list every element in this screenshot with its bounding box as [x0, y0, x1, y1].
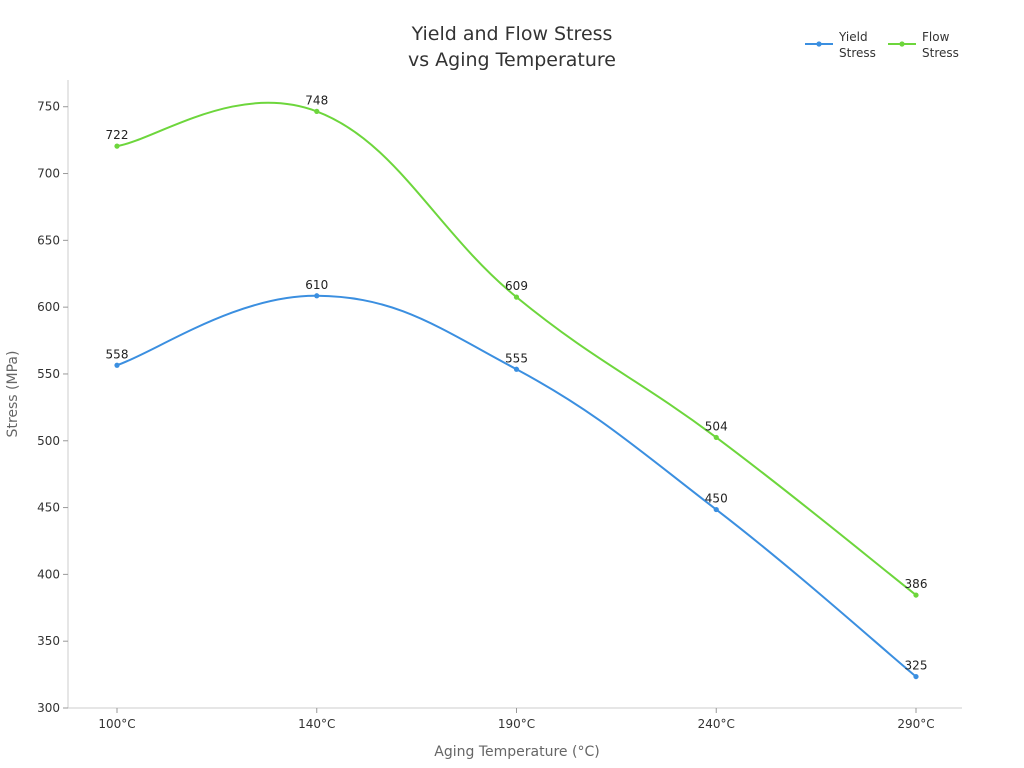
data-label: 610: [305, 278, 328, 292]
y-tick-label: 550: [37, 367, 60, 381]
data-label: 609: [505, 279, 528, 293]
y-tick-label: 650: [37, 233, 60, 247]
x-tick-label: 190°C: [498, 717, 535, 731]
data-point: [314, 293, 320, 299]
data-point: [114, 143, 120, 149]
data-point: [513, 366, 520, 372]
series-layer: [114, 101, 919, 680]
data-label: 722: [106, 128, 129, 142]
axes: [67, 80, 962, 709]
y-ticks: 300 350 400 450 500 550 600 650 700 750: [37, 100, 68, 715]
data-label: 555: [505, 351, 528, 365]
data-point: [913, 592, 919, 598]
series-line-1: [116, 101, 917, 596]
data-label: 748: [305, 93, 328, 107]
data-labels-layer: 558 610 555 450 325 722 748 609 504 386: [106, 93, 928, 672]
y-tick-label: 750: [37, 100, 60, 114]
data-point: [713, 434, 719, 441]
legend-label: Yield: [838, 30, 868, 44]
data-point: [513, 294, 520, 300]
y-tick-label: 350: [37, 634, 60, 648]
data-point: [913, 673, 919, 680]
legend-swatch-marker: [816, 41, 822, 47]
data-label: 386: [905, 577, 928, 591]
y-tick-label: 600: [37, 300, 60, 314]
x-tick-label: 290°C: [897, 717, 934, 731]
data-point: [314, 108, 320, 114]
y-tick-label: 450: [37, 501, 60, 515]
y-tick-label: 300: [37, 701, 60, 715]
x-ticks: 100°C 140°C 190°C 240°C 290°C: [98, 708, 935, 731]
legend-label: Flow: [922, 30, 950, 44]
legend-label: Stress: [839, 46, 876, 60]
y-tick-label: 400: [37, 567, 60, 581]
legend-label: Stress: [922, 46, 959, 60]
data-point: [713, 506, 719, 513]
y-tick-label: 500: [37, 434, 60, 448]
y-axis-title: Stress (MPa): [5, 351, 21, 438]
data-label: 558: [106, 347, 129, 361]
data-label: 325: [905, 659, 928, 673]
series-line-0: [116, 294, 917, 678]
x-axis-title: Aging Temperature (°C): [434, 744, 599, 760]
data-label: 450: [705, 492, 728, 506]
data-label: 504: [705, 419, 728, 433]
x-tick-label: 100°C: [98, 717, 135, 731]
y-tick-label: 700: [37, 167, 60, 181]
data-point: [114, 362, 120, 368]
chart-title-line-1: Yield and Flow Stress: [411, 23, 613, 45]
x-tick-label: 240°C: [698, 717, 735, 731]
x-tick-label: 140°C: [298, 717, 335, 731]
legend: Yield Stress Flow Stress: [805, 30, 959, 60]
legend-swatch-marker: [899, 41, 905, 47]
chart-title-line-2: vs Aging Temperature: [408, 49, 616, 71]
